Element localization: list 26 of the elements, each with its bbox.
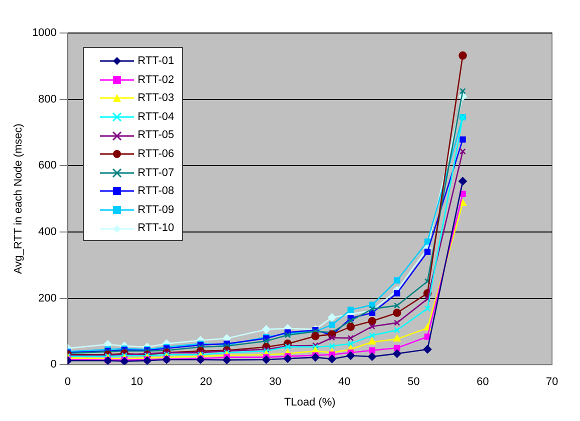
x-axis-title: TLoad (%) (284, 396, 336, 408)
x-tick-label: 10 (130, 376, 143, 388)
legend-label: RTT-06 (138, 146, 174, 162)
x-tick-label: 0 (64, 376, 71, 388)
legend-label: RTT-10 (138, 221, 174, 236)
legend-label: RTT-04 (138, 110, 174, 125)
legend-label: RTT-08 (138, 184, 174, 200)
y-tick-label: 1000 (32, 27, 57, 40)
x-tick-label: 30 (269, 376, 282, 388)
y-tick-label: 800 (38, 93, 57, 106)
y-tick-label: 400 (38, 226, 57, 238)
legend-label: RTT-03 (138, 91, 174, 106)
x-tick-label: 20 (200, 376, 212, 388)
legend-label: RTT-09 (138, 202, 174, 218)
y-axis-title: Avg_RTT in each Node (msec) (12, 124, 25, 274)
x-tick-label: 50 (407, 376, 420, 388)
legend-label: RTT-05 (138, 128, 174, 144)
x-tick-label: 60 (476, 376, 489, 388)
y-tick-label: 200 (38, 292, 57, 304)
y-tick-label: 600 (38, 160, 57, 172)
y-tick-label: 0 (50, 358, 57, 371)
x-tick-label: 40 (338, 376, 351, 388)
legend-label: RTT-01 (138, 54, 174, 69)
legend-label: RTT-07 (138, 166, 174, 181)
x-tick-label: 70 (546, 376, 558, 388)
legend-label: RTT-02 (138, 72, 174, 88)
